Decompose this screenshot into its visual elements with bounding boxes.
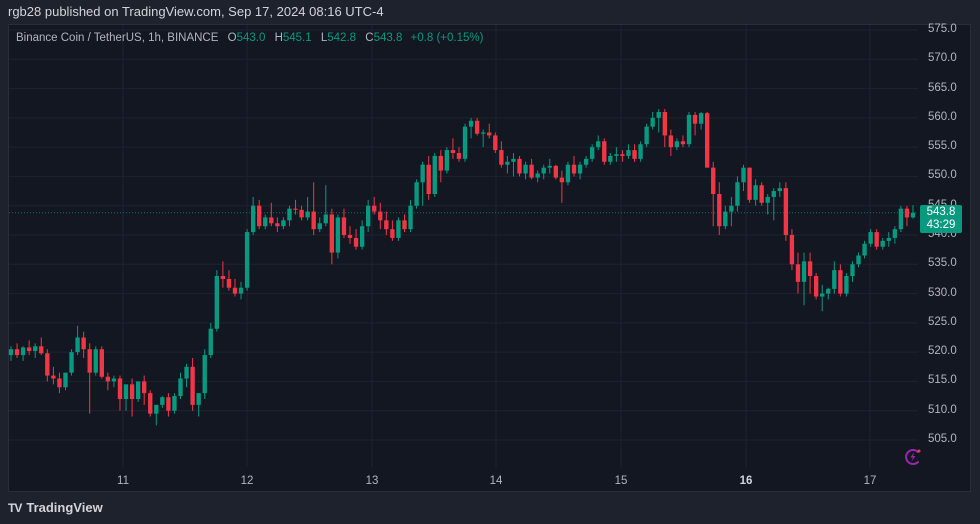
time-tick-label: 16 (739, 475, 753, 487)
tradingview-brand[interactable]: TV TradingView (8, 500, 103, 515)
low-label: L (320, 32, 328, 44)
time-tick-label: 12 (240, 475, 254, 487)
price-tick-label: 560.0 (928, 110, 957, 123)
open-value: 543.0 (236, 32, 266, 44)
price-tick-label: 530.0 (928, 286, 957, 299)
price-tick-label: 555.0 (928, 140, 957, 153)
lightning-bolt-icon[interactable] (904, 448, 922, 466)
price-tick-label: 505.0 (928, 433, 957, 445)
price-tick-label: 575.0 (928, 23, 957, 35)
price-tick-label: 535.0 (928, 257, 957, 270)
high-value: 545.1 (282, 32, 312, 44)
high-label: H (274, 32, 283, 44)
brand-name: TradingView (26, 500, 103, 515)
time-tick-label: 15 (614, 475, 628, 487)
price-tick-label: 510.0 (928, 403, 957, 416)
close-value: 543.8 (373, 32, 403, 44)
close-label: C (365, 32, 374, 44)
symbol-legend: Binance Coin / TetherUS, 1h, BINANCE O54… (16, 32, 483, 44)
price-tick-label: 565.0 (928, 81, 957, 94)
price-tick-label: 525.0 (928, 315, 957, 328)
bar-countdown: 43:29 (926, 219, 956, 231)
last-price-badge: 543.8 43:29 (920, 205, 962, 233)
time-tick-label: 14 (489, 475, 503, 487)
tradingview-logo-icon: TV (8, 500, 22, 515)
low-value: 542.8 (327, 32, 357, 44)
price-tick-label: 515.0 (928, 374, 957, 387)
open-label: O (227, 32, 237, 44)
last-price: 543.8 (926, 206, 956, 218)
change-value: +0.8 (+0.15%) (410, 32, 484, 44)
time-tick-label: 13 (365, 475, 379, 487)
published-caption: rgb28 published on TradingView.com, Sep … (8, 4, 384, 19)
price-tick-label: 520.0 (928, 345, 957, 358)
price-tick-label: 550.0 (928, 169, 957, 182)
price-tick-label: 570.0 (928, 52, 957, 65)
time-tick-label: 17 (863, 475, 877, 487)
time-tick-label: 11 (117, 475, 129, 487)
symbol-name: Binance Coin / TetherUS, 1h, BINANCE (16, 32, 219, 44)
